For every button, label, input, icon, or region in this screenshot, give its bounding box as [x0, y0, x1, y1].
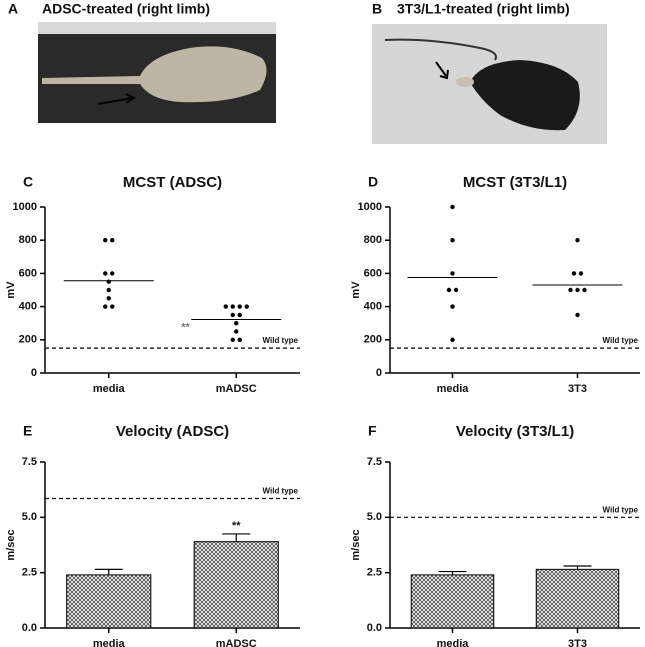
data-point	[234, 321, 239, 326]
data-point	[110, 271, 115, 276]
data-point	[106, 296, 111, 301]
panel-title: 3T3/L1-treated (right limb)	[397, 1, 570, 17]
data-point	[571, 271, 577, 276]
data-point	[234, 329, 239, 334]
data-point	[103, 304, 108, 309]
y-tick-label: 7.5	[367, 456, 382, 468]
data-point	[237, 337, 242, 342]
panel-letter: B	[372, 1, 382, 17]
data-point	[110, 238, 115, 243]
chart-title: Velocity (ADSC)	[116, 423, 229, 440]
significance-label: **	[232, 520, 241, 532]
reference-label: Wild type	[603, 505, 639, 514]
x-tick-label: media	[93, 638, 126, 647]
photo	[38, 22, 276, 123]
y-tick-label: 600	[364, 267, 382, 279]
panel-letter: A	[8, 1, 18, 17]
y-tick-label: 800	[364, 234, 382, 246]
bar	[193, 541, 279, 629]
photo	[372, 24, 607, 144]
reference-label: Wild type	[263, 487, 299, 496]
x-tick-label: 3T3	[568, 638, 587, 647]
y-tick-label: 400	[19, 301, 37, 313]
data-point	[450, 337, 455, 342]
data-point	[230, 304, 235, 309]
y-tick-label: 0.0	[367, 622, 382, 634]
y-tick-label: 0.0	[22, 622, 37, 634]
data-point	[110, 304, 115, 309]
y-tick-label: 0	[376, 367, 382, 379]
data-point	[575, 238, 580, 243]
x-tick-label: mADSC	[216, 383, 257, 395]
x-tick-label: mADSC	[216, 638, 257, 647]
bar	[535, 568, 620, 629]
x-tick-label: media	[93, 383, 126, 395]
data-point	[103, 238, 108, 243]
y-tick-label: 2.5	[367, 567, 382, 579]
panel-title: ADSC-treated (right limb)	[42, 1, 210, 17]
y-tick-label: 1000	[13, 201, 37, 213]
data-point	[578, 271, 584, 276]
y-tick-label: 0	[31, 367, 37, 379]
data-point	[237, 312, 242, 318]
data-point	[450, 204, 455, 210]
y-tick-label: 2.5	[22, 567, 37, 579]
chart-title: MCST (ADSC)	[123, 174, 222, 191]
panel-letter: D	[368, 174, 378, 190]
data-point	[450, 304, 455, 309]
y-tick-label: 200	[19, 334, 37, 346]
panel-letter: F	[368, 423, 377, 439]
data-point	[244, 304, 249, 309]
y-axis-label: mV	[5, 281, 17, 299]
data-point	[446, 287, 452, 293]
reference-label: Wild type	[263, 336, 299, 345]
x-tick-label: media	[437, 638, 470, 647]
chart-title: MCST (3T3/L1)	[463, 174, 567, 191]
y-axis-label: m/sec	[5, 529, 17, 560]
y-tick-label: 400	[364, 301, 382, 313]
x-tick-label: 3T3	[568, 383, 587, 395]
data-point	[453, 287, 459, 293]
data-point	[568, 287, 573, 293]
y-axis-label: m/sec	[350, 529, 362, 560]
data-point	[575, 287, 580, 293]
data-point	[103, 271, 108, 276]
chart-title: Velocity (3T3/L1)	[456, 423, 574, 440]
bar	[66, 574, 152, 629]
y-tick-label: 5.0	[367, 511, 382, 523]
significance-label: **	[181, 321, 190, 333]
data-point	[575, 312, 580, 318]
data-point	[237, 304, 242, 309]
data-point	[582, 287, 587, 293]
y-tick-label: 1000	[358, 201, 382, 213]
data-point	[106, 279, 111, 284]
data-point	[223, 304, 228, 309]
bar	[410, 574, 495, 629]
y-tick-label: 800	[19, 234, 37, 246]
reference-label: Wild type	[603, 336, 639, 345]
data-point	[230, 312, 235, 318]
y-tick-label: 7.5	[22, 456, 37, 468]
x-tick-label: media	[437, 383, 470, 395]
data-point	[450, 238, 455, 243]
data-point	[450, 271, 455, 276]
data-point	[106, 287, 111, 293]
data-point	[230, 337, 235, 342]
y-tick-label: 5.0	[22, 511, 37, 523]
y-tick-label: 600	[19, 267, 37, 279]
y-tick-label: 200	[364, 334, 382, 346]
y-axis-label: mV	[350, 281, 362, 299]
panel-letter: E	[23, 423, 32, 439]
panel-letter: C	[23, 174, 33, 190]
